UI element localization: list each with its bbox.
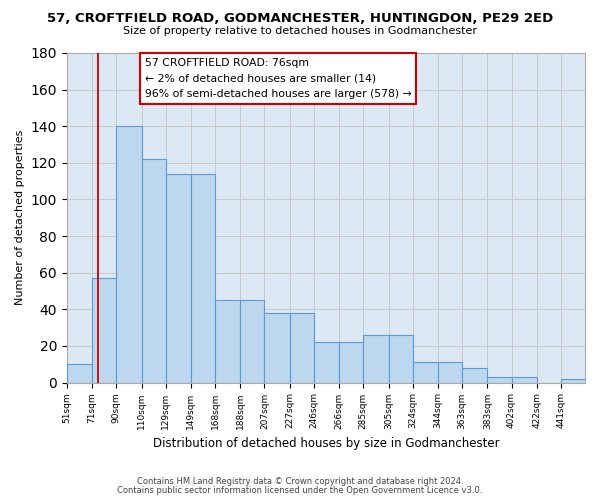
Bar — [92, 278, 116, 382]
Text: Contains public sector information licensed under the Open Government Licence v3: Contains public sector information licen… — [118, 486, 482, 495]
Text: Contains HM Land Registry data © Crown copyright and database right 2024.: Contains HM Land Registry data © Crown c… — [137, 477, 463, 486]
Bar — [561, 379, 585, 382]
Text: 57 CROFTFIELD ROAD: 76sqm
← 2% of detached houses are smaller (14)
96% of semi-d: 57 CROFTFIELD ROAD: 76sqm ← 2% of detach… — [145, 58, 411, 99]
Bar — [265, 313, 290, 382]
Bar — [116, 126, 142, 382]
Bar — [389, 335, 413, 382]
Bar — [363, 335, 389, 382]
Bar — [462, 368, 487, 382]
Text: Size of property relative to detached houses in Godmanchester: Size of property relative to detached ho… — [123, 26, 477, 36]
Bar — [413, 362, 438, 382]
Bar — [339, 342, 363, 382]
Bar — [314, 342, 339, 382]
Bar — [487, 377, 512, 382]
Bar — [215, 300, 241, 382]
X-axis label: Distribution of detached houses by size in Godmanchester: Distribution of detached houses by size … — [152, 437, 499, 450]
Bar — [166, 174, 191, 382]
Text: 57, CROFTFIELD ROAD, GODMANCHESTER, HUNTINGDON, PE29 2ED: 57, CROFTFIELD ROAD, GODMANCHESTER, HUNT… — [47, 12, 553, 26]
Bar — [191, 174, 215, 382]
Bar — [290, 313, 314, 382]
Bar — [512, 377, 537, 382]
Bar — [438, 362, 462, 382]
Bar — [67, 364, 92, 382]
Bar — [142, 159, 166, 382]
Bar — [241, 300, 265, 382]
Y-axis label: Number of detached properties: Number of detached properties — [15, 130, 25, 306]
